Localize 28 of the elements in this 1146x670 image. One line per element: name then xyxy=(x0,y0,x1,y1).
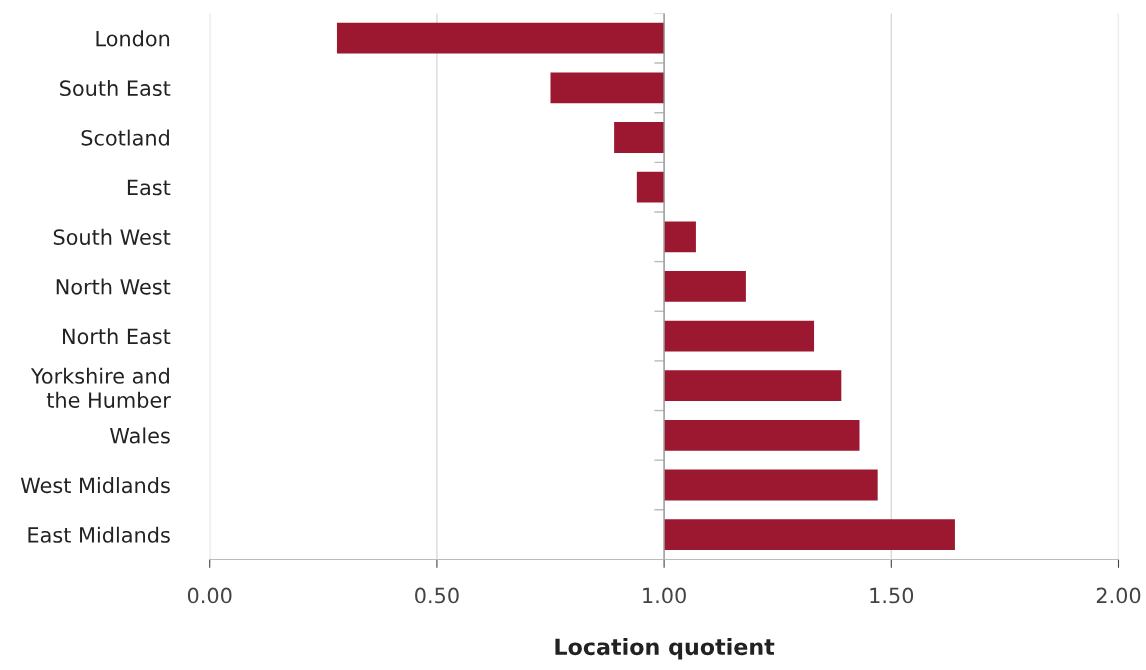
x-tick-label: 2.00 xyxy=(1096,587,1141,604)
bar xyxy=(336,22,665,54)
bar xyxy=(664,320,815,352)
y-tick-label: West Midlands xyxy=(20,477,170,494)
bar xyxy=(664,370,842,402)
bar xyxy=(636,171,665,203)
x-tick-label: 1.00 xyxy=(643,587,686,604)
y-tick-label: Wales xyxy=(110,427,170,444)
x-axis-title: Location quotient xyxy=(555,637,775,660)
bar xyxy=(664,271,746,302)
y-tick-label: Scotland xyxy=(81,129,169,146)
y-tick-label: North East xyxy=(63,328,171,345)
y-tick-label: South East xyxy=(60,79,171,97)
bar xyxy=(550,72,665,104)
y-tick-label: North West xyxy=(56,278,171,295)
x-tick-label: 0.00 xyxy=(187,587,232,604)
x-tick-label: 1.50 xyxy=(870,587,914,604)
y-tick-label: Yorkshire and the Humber xyxy=(30,367,171,408)
bar xyxy=(664,469,878,501)
y-tick-label: South West xyxy=(53,228,171,245)
y-tick-label: London xyxy=(96,30,170,47)
bar xyxy=(614,122,665,153)
bar xyxy=(664,419,860,451)
bar xyxy=(664,519,955,551)
bar xyxy=(664,221,696,253)
x-tick-label: 0.50 xyxy=(415,587,459,604)
y-tick-label: East xyxy=(127,179,171,196)
y-tick-label: East Midlands xyxy=(28,526,170,543)
